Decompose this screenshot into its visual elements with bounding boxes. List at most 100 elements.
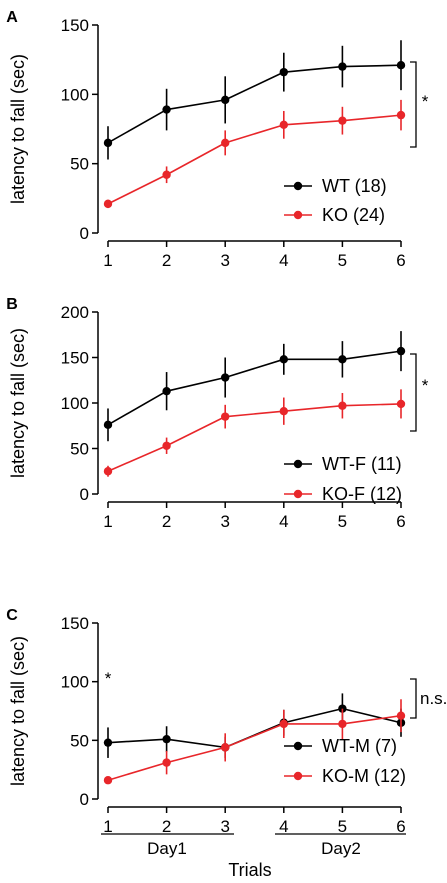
ns-bracket — [410, 678, 417, 719]
series-line-segment — [342, 707, 402, 724]
data-point — [162, 170, 171, 179]
legend-item: WT-M (7) — [284, 736, 397, 756]
data-point — [103, 776, 113, 785]
data-point — [396, 346, 406, 356]
y-tick-label: 50 — [70, 731, 89, 750]
significance-bracket — [410, 61, 417, 148]
data-point — [103, 138, 113, 148]
data-point — [279, 406, 288, 416]
y-tick-label: 0 — [80, 485, 89, 504]
legend-item: WT (18) — [284, 176, 387, 196]
x-tick-label: 3 — [220, 512, 229, 531]
data-point — [162, 105, 171, 114]
y-tick-label: 0 — [80, 790, 89, 809]
series-line-segment — [107, 108, 167, 144]
legend-label: KO-F (12) — [322, 484, 402, 504]
series-line-segment — [225, 410, 284, 418]
data-point — [221, 95, 230, 105]
series-line-segment — [342, 403, 402, 407]
series-line-segment — [166, 376, 226, 392]
series-line-segment — [283, 65, 343, 73]
data-point — [279, 120, 288, 130]
y-axis-title: latency to fall (sec) — [8, 54, 28, 204]
significance-star: * — [422, 92, 429, 111]
data-point — [396, 110, 406, 120]
data-point — [221, 743, 230, 752]
x-tick-label: 2 — [162, 251, 171, 270]
data-point — [162, 758, 171, 767]
series-line-segment — [342, 714, 402, 725]
series-line-segment — [283, 119, 343, 126]
data-point — [103, 738, 113, 747]
x-tick-label: 3 — [220, 251, 229, 270]
series-line-segment — [342, 350, 402, 361]
data-point — [338, 719, 347, 729]
series-line-segment — [224, 358, 285, 379]
data-point — [221, 138, 230, 148]
series-line-segment — [166, 99, 226, 111]
legend-label: WT-M (7) — [322, 736, 397, 756]
significance-star: * — [422, 376, 429, 395]
data-point — [103, 199, 113, 209]
legend-item: WT-F (11) — [284, 454, 402, 474]
series-line-segment — [224, 723, 285, 749]
panel-label: A — [6, 9, 18, 26]
series-wt — [103, 40, 406, 160]
legend-label: WT (18) — [322, 176, 387, 196]
chart-panel-b: B 0 50 100 150 200 1 2 3 4 5 6 latency to fall (sec)… — [6, 296, 428, 531]
legend-item: KO (24) — [284, 205, 385, 225]
series-line-segment — [283, 404, 343, 412]
panel-label: B — [6, 296, 18, 313]
x-tick-label: 2 — [162, 512, 171, 531]
series-ko — [103, 389, 406, 477]
series-ko — [103, 699, 406, 785]
x-tick-label: 5 — [338, 251, 347, 270]
y-axis-title: latency to fall (sec) — [8, 328, 28, 478]
x-tick-label: 1 — [103, 817, 112, 836]
y-tick-label: 150 — [61, 614, 89, 633]
series-line-segment — [224, 124, 285, 144]
x-tick-label: 4 — [279, 512, 288, 531]
series-line-segment — [224, 71, 285, 101]
series-ko — [103, 99, 406, 209]
data-point — [396, 61, 406, 70]
y-tick-label: 150 — [61, 16, 89, 35]
data-point — [162, 441, 171, 450]
x-axis-title: Trials — [228, 860, 271, 880]
data-point — [103, 420, 113, 430]
legend-marker — [293, 459, 303, 469]
data-point — [338, 62, 347, 71]
y-tick-label: 200 — [61, 303, 89, 322]
data-point — [221, 373, 230, 382]
data-point — [396, 399, 406, 409]
data-point — [162, 734, 171, 744]
data-point — [279, 719, 288, 729]
data-point — [338, 116, 347, 125]
day2-label: Day2 — [321, 839, 361, 858]
legend-label: KO (24) — [322, 205, 385, 225]
day1-label: Day1 — [147, 839, 187, 858]
y-tick-label: 100 — [61, 673, 89, 692]
data-point — [279, 355, 288, 364]
x-tick-label: 6 — [396, 817, 405, 836]
legend-marker — [293, 210, 303, 220]
series-line-segment — [342, 64, 402, 68]
x-tick-label: 4 — [279, 817, 288, 836]
series-line-segment — [342, 114, 402, 122]
x-tick-label: 5 — [338, 512, 347, 531]
ns-label: n.s. — [420, 689, 447, 708]
x-tick-label: 1 — [103, 512, 112, 531]
data-point — [338, 355, 347, 364]
legend-label: WT-F (11) — [322, 454, 402, 474]
x-tick-label: 3 — [220, 817, 229, 836]
chart-panel-a: A 0 50 100 150 1 2 3 4 5 6 latency to fall (sec) WT … — [6, 9, 428, 270]
legend-marker — [293, 489, 303, 499]
x-tick-label: 6 — [396, 251, 405, 270]
legend-item: KO-F (12) — [284, 484, 402, 504]
series-line-segment — [107, 445, 167, 472]
legend-marker — [293, 771, 303, 781]
legend-item: KO-M (12) — [284, 766, 406, 786]
chart-panel-c: C 0 50 100 150 1 2 3 4 5 6 latency to fall (sec) WT-… — [6, 607, 447, 880]
legend-marker — [293, 741, 303, 751]
